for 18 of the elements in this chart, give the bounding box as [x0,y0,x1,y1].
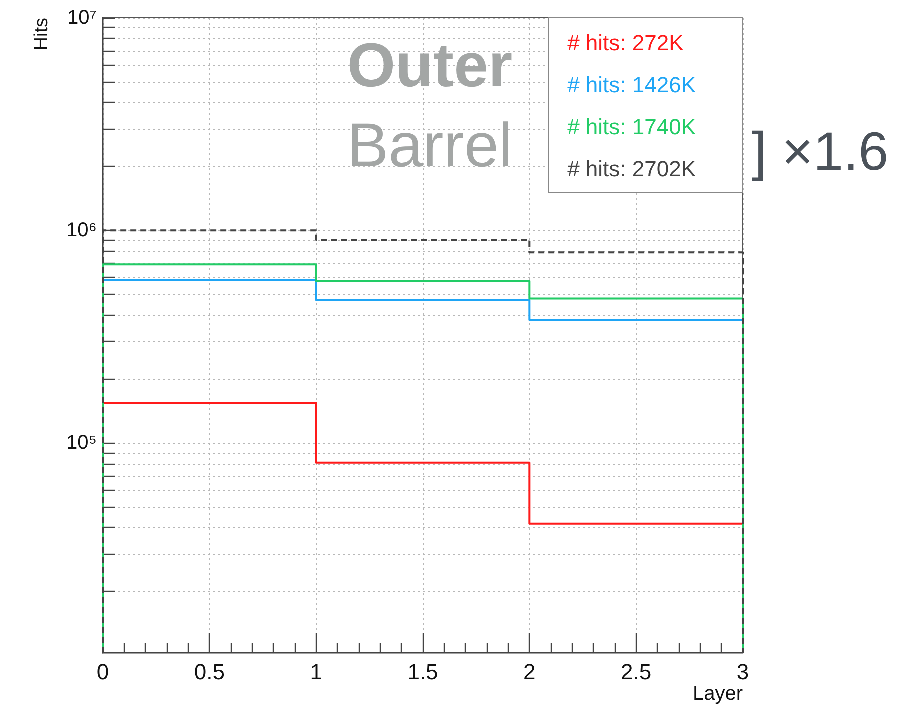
text: # hits: 1740K [568,114,696,140]
x-tick-label: 2 [524,660,536,684]
x-axis-title: Layer [692,683,744,705]
x-tick-label: 0.5 [194,660,225,684]
x-tick-label: 3 [736,660,750,684]
x-tick-label: 1 [310,660,322,684]
annotation: Outer Barrel [347,32,513,180]
x-tick-label: 1.5 [408,660,438,684]
text: ] ×1.6 [752,122,889,182]
text: # hits: 1426K [568,72,696,98]
x-tick-label: 0 [96,660,110,684]
x-tick-label: 2.5 [621,660,652,684]
y-tick-label: 10⁵ [66,432,97,454]
y-tick-label: 10⁶ [66,220,97,242]
text: # hits: 272K [568,30,684,56]
y-tick-label: 10⁷ [68,7,97,29]
y-axis-title: Hits [32,18,52,51]
text: # hits: 2702K [568,156,696,182]
